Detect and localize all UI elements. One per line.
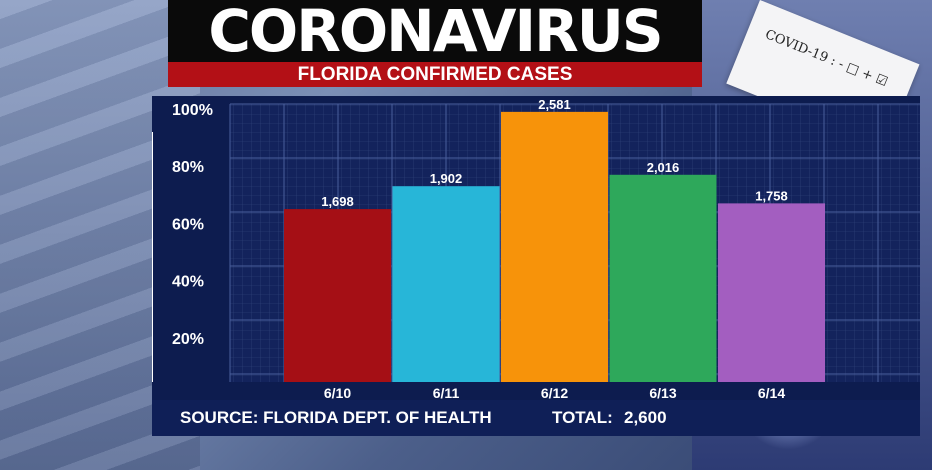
subtitle-banner: FLORIDA CONFIRMED CASES bbox=[168, 62, 702, 87]
value-label: 2,016 bbox=[647, 160, 680, 175]
y-axis-ticks: 20% 40% 60% 80% 100% bbox=[172, 102, 213, 348]
total-label: TOTAL: bbox=[552, 408, 613, 427]
title-banner: CORONAVIRUS bbox=[168, 0, 702, 62]
bar-6-10 bbox=[284, 209, 391, 382]
page-subtitle: FLORIDA CONFIRMED CASES bbox=[297, 63, 573, 85]
x-axis-labels: 6/10 6/11 6/12 6/13 6/14 bbox=[324, 385, 785, 401]
x-tick-label: 6/14 bbox=[758, 385, 785, 400]
chart-panel: 20% 40% 60% 80% 100% 1,698 1,902 2,581 2,016 1,7… bbox=[151, 96, 920, 436]
x-tick-label: 6/12 bbox=[541, 385, 568, 400]
source-bar: SOURCE: FLORIDA DEPT. OF HEALTH TOTAL: 2… bbox=[152, 400, 920, 436]
value-label: 1,902 bbox=[430, 171, 463, 186]
bar-6-14 bbox=[718, 203, 825, 382]
bar-6-11 bbox=[392, 186, 500, 382]
x-tick-label: 6/10 bbox=[324, 385, 351, 400]
y-tick-label: 60% bbox=[172, 216, 204, 233]
x-tick-label: 6/11 bbox=[433, 385, 460, 400]
value-label: 2,581 bbox=[538, 97, 571, 112]
bars bbox=[284, 111, 825, 383]
page-title: CORONAVIRUS bbox=[208, 0, 663, 65]
y-tick-label: 20% bbox=[172, 331, 204, 348]
y-tick-label: 40% bbox=[172, 274, 204, 291]
y-tick-label: 80% bbox=[172, 159, 204, 176]
bar-6-13 bbox=[609, 174, 717, 382]
value-label: 1,758 bbox=[755, 188, 788, 203]
y-tick-label: 100% bbox=[172, 102, 213, 119]
value-label: 1,698 bbox=[321, 194, 354, 209]
value-labels: 1,698 1,902 2,581 2,016 1,758 bbox=[321, 97, 788, 209]
source-text: SOURCE: FLORIDA DEPT. OF HEALTH bbox=[180, 408, 492, 427]
bar-6-12 bbox=[501, 111, 608, 383]
x-tick-label: 6/13 bbox=[649, 385, 676, 400]
total-value: 2,600 bbox=[624, 408, 667, 427]
bar-chart: 20% 40% 60% 80% 100% 1,698 1,902 2,581 2,016 1,7… bbox=[151, 97, 920, 401]
